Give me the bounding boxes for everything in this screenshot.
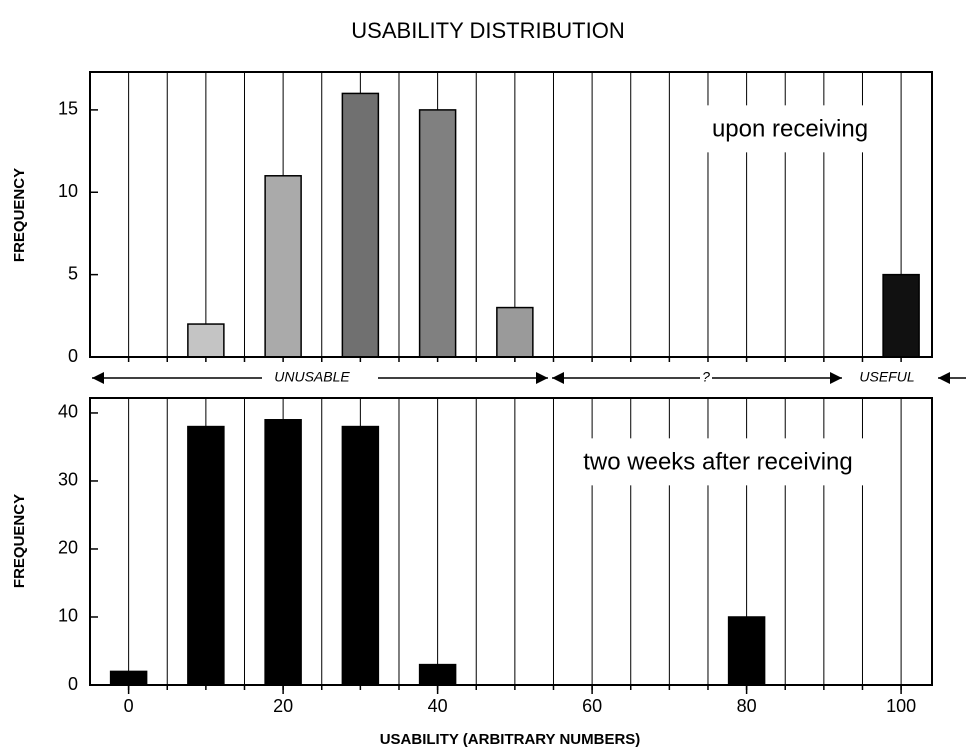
annotation: UNUSABLE xyxy=(274,369,350,385)
x-tick-label: 40 xyxy=(428,696,448,716)
bar xyxy=(264,419,302,686)
label-background xyxy=(571,438,865,486)
plot-frame xyxy=(89,397,933,686)
y-tick-label: 0 xyxy=(68,346,78,366)
y-axis-label: FREQUENCY xyxy=(11,494,28,588)
x-tick-label: 80 xyxy=(737,696,757,716)
x-tick-label: 0 xyxy=(124,696,134,716)
chart-title: USABILITY DISTRIBUTION xyxy=(351,18,624,43)
bar xyxy=(418,109,457,358)
bar xyxy=(109,670,148,686)
y-tick-label: 30 xyxy=(58,470,78,490)
y-tick-label: 20 xyxy=(58,538,78,558)
y-tick-label: 10 xyxy=(58,606,78,626)
plot-frame xyxy=(89,71,933,358)
y-tick-label: 15 xyxy=(58,99,78,119)
panel-label: two weeks after receiving xyxy=(583,448,852,475)
panel-label: upon receiving xyxy=(712,115,868,142)
bar xyxy=(727,616,766,686)
x-tick-label: 100 xyxy=(886,696,916,716)
y-tick-label: 40 xyxy=(58,402,78,422)
x-axis-label: USABILITY (ARBITRARY NUMBERS) xyxy=(380,731,641,748)
annotation: ? xyxy=(702,369,710,385)
bar xyxy=(187,425,225,686)
x-tick-label: 60 xyxy=(582,696,602,716)
y-tick-label: 5 xyxy=(68,263,78,283)
bar xyxy=(496,306,534,358)
annotation: USEFUL xyxy=(859,369,914,385)
bar xyxy=(341,425,380,686)
bar xyxy=(882,273,920,358)
bar xyxy=(187,323,225,358)
bar xyxy=(418,663,457,686)
label-background xyxy=(699,105,881,153)
y-axis-label: FREQUENCY xyxy=(11,168,28,262)
bar xyxy=(264,175,302,358)
y-tick-label: 0 xyxy=(68,674,78,694)
x-tick-label: 20 xyxy=(273,696,293,716)
bar xyxy=(341,92,380,358)
y-tick-label: 10 xyxy=(58,181,78,201)
